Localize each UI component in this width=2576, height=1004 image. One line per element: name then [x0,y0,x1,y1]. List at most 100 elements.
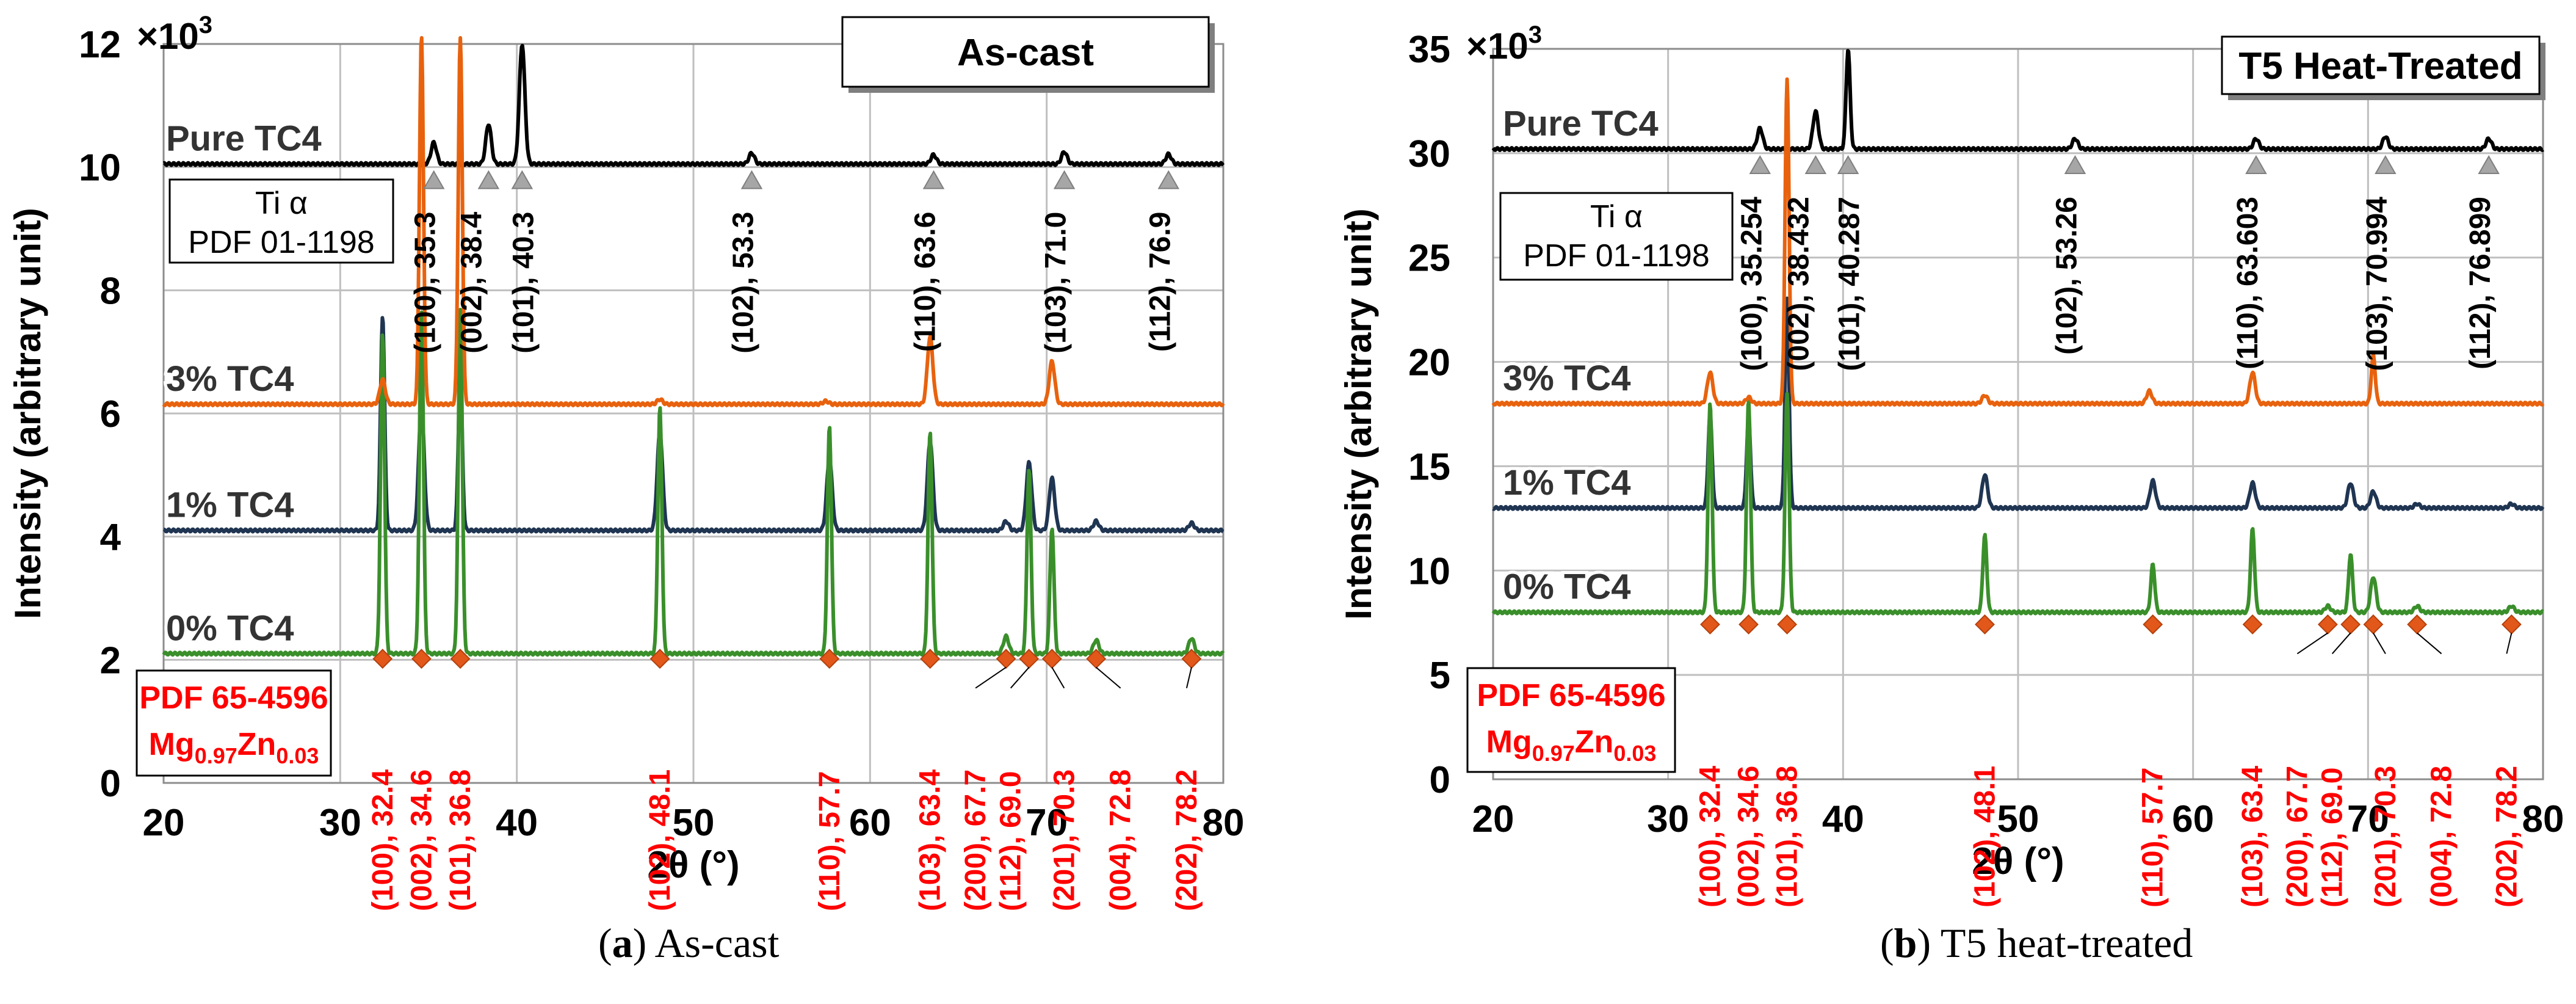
mg-label-leader [1051,667,1065,689]
caption-b: (b) T5 heat-treated [1880,920,2193,966]
y-axis-title: Intensity (arbitrary unit) [7,208,48,619]
series-line-pure [1491,49,2545,152]
mg-reference-formula: Mg0.97Zn0.03 [1486,724,1657,766]
x-tick-label: 40 [1822,798,1864,840]
ti-reference-box [1499,192,1734,281]
y-tick-label: 15 [1408,446,1450,488]
mg-peak-marker [2340,614,2361,635]
ti-peak-marker [2064,155,2086,175]
y-tick-label: 10 [1408,550,1450,592]
ti-peak-label: (101), 40.3 [507,212,540,354]
mg-peak-marker [2242,614,2263,635]
mg-peak-marker [2363,614,2384,635]
ti-peak-marker [922,170,945,189]
x-tick-label: 70 [1026,802,1068,844]
ti-peak-label: (110), 63.6 [909,212,941,352]
mg-peak-label: (200), 67.7 [960,769,992,911]
mg-peak-marker [450,649,471,669]
mg-peak-label: (202), 78.2 [2491,766,2523,908]
plot-area-frame [162,43,1225,784]
ti-peak-marker [1053,170,1076,189]
mg-peak-marker [1777,614,1798,635]
ti-peak-label: (103), 71.0 [1040,212,1073,354]
mg-peak-marker [920,649,941,669]
mg-peak-marker [2407,614,2428,635]
mg-reference-pdf: PDF 65-4596 [139,680,328,716]
series-line-p0 [162,308,1225,657]
x-tick-label: 60 [2172,798,2214,840]
ti-peak-label: (002), 38.4 [455,211,488,353]
ti-peak-label: (102), 53.3 [727,212,759,354]
mg-label-leader [1096,666,1121,689]
mg-peak-label: (201), 70.3 [2370,766,2402,908]
mg-peak-label: (002), 34.6 [405,769,438,911]
caption-a-tag: a [612,920,633,966]
mg-peak-label: (002), 34.6 [1733,766,1765,908]
x-tick-label: 80 [2522,798,2564,840]
x-tick-label: 30 [1647,798,1689,840]
mg-peak-label: (201), 70.3 [1048,769,1080,911]
mg-reference-formula: Mg0.97Zn0.03 [149,727,319,768]
mg-peak-label: (112), 69.0 [2317,768,2349,908]
ti-peak-label: (002), 38.432 [1782,197,1815,371]
x-tick-label: 60 [849,802,891,844]
ti-peak-marker [1749,155,1771,175]
y-tick-label: 30 [1408,133,1450,175]
series-label-p3: 3% TC4 [1503,358,1631,398]
multiplier-exponent: 3 [1529,21,1542,48]
caption-a-text: As-cast [654,920,780,966]
mg-peak-marker [2501,614,2522,635]
ti-peak-marker [2375,155,2397,175]
x-tick-label: 30 [319,802,361,844]
formula-subscript: 0.97 [1532,741,1575,766]
x-tick-label: 40 [496,802,538,844]
ti-peak-label: (100), 35.254 [1735,197,1768,371]
y-tick-label: 10 [79,147,121,189]
mg-label-leader [1010,667,1030,689]
x-axis-title: 2θ (°) [1972,840,2064,882]
ti-peak-marker [1804,155,1827,175]
y-tick-label: 0 [100,763,121,805]
mg-label-leader [2373,632,2386,654]
mg-peak-marker [1975,614,1995,635]
x-tick-label: 20 [143,802,185,844]
x-tick-label: 50 [673,802,715,844]
multiplier-base: ×10 [1466,26,1529,67]
mg-peak-marker [819,649,840,669]
formula-subscript: 0.03 [276,743,319,768]
ti-peak-label: (103), 70.994 [2361,197,2393,371]
y-tick-label: 25 [1408,238,1450,280]
x-tick-label: 70 [2347,798,2389,840]
ti-peak-marker [2478,155,2500,175]
mg-peak-label: (202), 78.2 [1171,769,1203,911]
title-box [2221,35,2541,95]
ti-peak-label: (112), 76.9 [1144,212,1176,352]
chart-title: As-cast [957,32,1094,74]
plot-area-frame [1492,48,2544,780]
ti-peak-marker [511,170,534,189]
mg-peak-label: (102), 48.1 [644,769,676,911]
mg-peak-label: (101), 36.8 [444,769,477,911]
ti-peak-marker [2245,155,2267,175]
mg-peak-marker [372,649,393,669]
ti-reference-name: Ti α [255,186,308,221]
ti-peak-label: (101), 40.287 [1834,197,1866,371]
formula-element: Zn [1575,724,1614,760]
mg-peak-marker [2317,614,2338,635]
mg-reference-pdf: PDF 65-4596 [1477,678,1665,713]
mg-peak-marker [2143,614,2163,635]
ti-peak-marker [740,170,763,189]
caption-b-text: T5 heat-treated [1940,920,2193,966]
ti-peak-marker [1157,170,1180,189]
mg-peak-label: (110), 57.7 [2137,768,2169,908]
y-axis-title: Intensity (arbitrary unit) [1338,208,1379,619]
series-line-p3 [1491,77,2545,407]
multiplier-exponent: 3 [199,12,212,38]
mg-peak-label: (103), 63.4 [2237,766,2269,908]
y-tick-label: 12 [79,24,121,66]
chart-title: T5 Heat-Treated [2238,45,2522,87]
mg-peak-marker [411,649,432,669]
series-label-p0: 0% TC4 [1503,567,1631,607]
series-label-p1: 1% TC4 [166,486,294,525]
